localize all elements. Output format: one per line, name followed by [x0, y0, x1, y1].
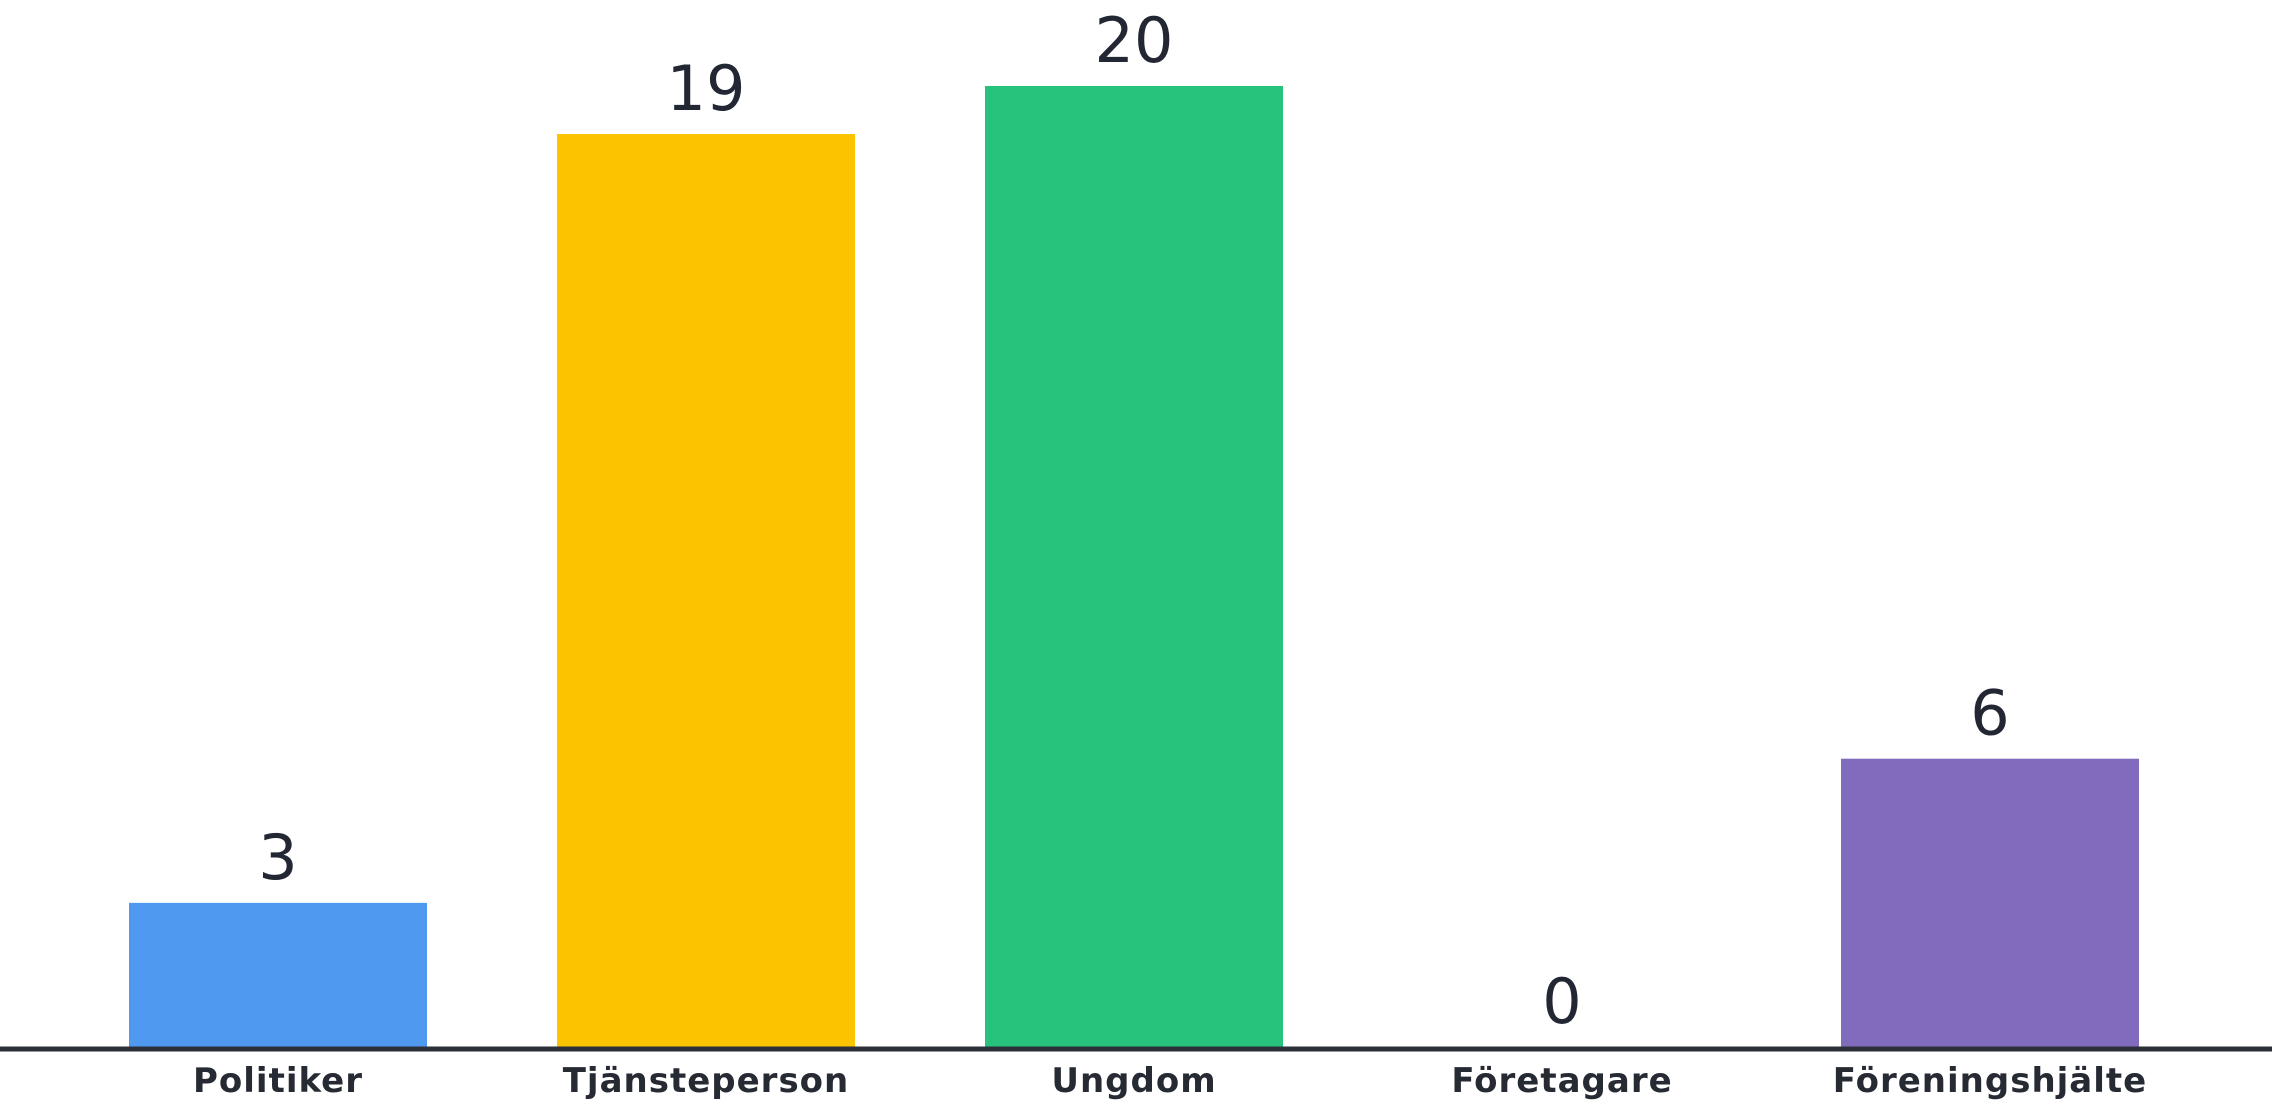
category-label-5: Föreningshjälte	[1833, 1061, 2147, 1101]
value-label-2: 19	[667, 52, 746, 125]
bar-1	[129, 902, 427, 1047]
value-label-4: 0	[1542, 965, 1581, 1038]
bars-group	[129, 86, 2139, 1048]
category-label-3: Ungdom	[1051, 1061, 1216, 1101]
category-labels-group: Politiker Tjänsteperson Ungdom Företagare Fö…	[193, 1061, 2147, 1101]
bar-3	[985, 86, 1283, 1047]
category-label-4: Företagare	[1451, 1061, 1672, 1101]
value-label-5: 6	[1970, 677, 2009, 750]
category-label-1: Politiker	[193, 1061, 363, 1101]
value-labels-group: 3 19 20 0 6	[258, 4, 2009, 1038]
category-label-2: Tjänsteperson	[563, 1061, 850, 1101]
bar-5	[1841, 758, 2139, 1047]
bar-2	[557, 134, 855, 1048]
value-label-1: 3	[258, 821, 297, 894]
value-label-3: 20	[1095, 4, 1174, 77]
